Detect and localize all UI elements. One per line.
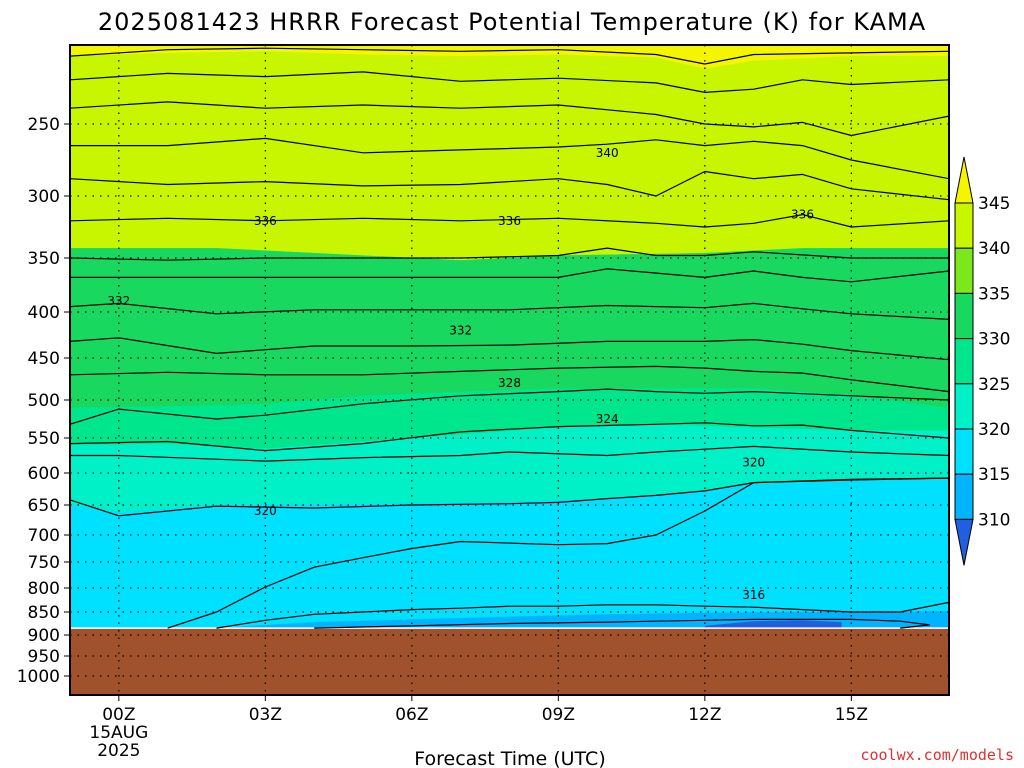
- y-tick-label: 800: [28, 579, 60, 599]
- contour-320K: [70, 422, 949, 452]
- colorbar-label: 310: [978, 510, 1010, 530]
- contour-label-text: 336: [498, 214, 521, 228]
- colorbar-label: 325: [978, 375, 1010, 395]
- colorbar-swatch: [954, 428, 974, 475]
- contour-layer: [70, 47, 949, 629]
- colorbar-top-arrow: [954, 156, 974, 204]
- y-tick-label: 300: [28, 187, 60, 207]
- contour-336K: [70, 170, 949, 201]
- contour-322K: [70, 388, 949, 425]
- x-tick-label: 15Z: [835, 705, 868, 725]
- contour-label-text: 324: [596, 412, 619, 426]
- colorbar-swatch: [954, 292, 974, 340]
- x-tick-label: 03Z: [249, 705, 282, 725]
- colorbar-label: 345: [978, 194, 1010, 214]
- contour-label-text: 336: [254, 214, 277, 228]
- colorbar-label: 320: [978, 420, 1010, 440]
- contour-344K: [70, 47, 949, 65]
- y-tick-label: 1000: [17, 667, 60, 687]
- contour-label: 336: [791, 208, 814, 222]
- x-date-label: 2025: [97, 741, 140, 761]
- plot-frame: [69, 44, 950, 696]
- colorbar-label: 340: [978, 239, 1010, 259]
- contour-label-text: 320: [254, 504, 277, 518]
- contour-338K: [70, 137, 949, 180]
- y-tick-label: 250: [28, 115, 60, 135]
- colorbar-label: 330: [978, 330, 1010, 350]
- colorbar-label: 335: [978, 284, 1010, 304]
- y-tick-label: 450: [28, 349, 60, 369]
- y-tick-label: 900: [28, 626, 60, 646]
- contour-label-layer: 340 336 336 336 332 332 328 324 320 320 316: [107, 146, 814, 602]
- contour-330K: [70, 268, 949, 283]
- y-tick-label: 750: [28, 553, 60, 573]
- contour-334K: [70, 214, 949, 228]
- contour-label: 332: [449, 323, 472, 337]
- x-tick-label: 00Z: [102, 705, 135, 725]
- contour-label-text: 328: [498, 376, 521, 390]
- x-tick-label: 12Z: [688, 705, 721, 725]
- y-tick-label: 350: [28, 249, 60, 269]
- contour-label-text: 332: [107, 294, 130, 308]
- y-tick-label: 400: [28, 303, 60, 323]
- y-tick-label: 950: [28, 647, 60, 667]
- contour-label: 332: [107, 294, 130, 308]
- contour-label: 324: [596, 412, 619, 426]
- colorbar-bottom-arrow: [954, 518, 974, 566]
- y-tick-label: 600: [28, 464, 60, 484]
- contour-340K: [70, 101, 949, 137]
- y-tick-label: 650: [28, 496, 60, 516]
- terrain-layer: [70, 627, 949, 695]
- chart-title: 2025081423 HRRR Forecast Potential Tempe…: [98, 8, 926, 36]
- contour-label: 316: [742, 588, 765, 602]
- x-axis-label: Forecast Time (UTC): [414, 748, 605, 768]
- contour-label: 336: [498, 214, 521, 228]
- contour-318K: [70, 445, 949, 462]
- contour-312K: [216, 601, 949, 629]
- contour-326K: [70, 337, 949, 361]
- contour-label: 320: [742, 456, 765, 470]
- colorbar-label: 315: [978, 465, 1010, 485]
- contour-label: 320: [254, 504, 277, 518]
- y-tick-label: 500: [28, 391, 60, 411]
- contour-314K: [167, 477, 949, 629]
- contour-332K: [70, 247, 949, 261]
- contour-label-text: 316: [742, 588, 765, 602]
- x-tick-label: 09Z: [542, 705, 575, 725]
- contour-label-text: 340: [596, 146, 619, 160]
- colorbar-swatch: [954, 247, 974, 294]
- y-tick-label: 700: [28, 526, 60, 546]
- y-tick-label: 550: [28, 429, 60, 449]
- x-date-label: 15AUG: [89, 723, 148, 743]
- colorbar-swatch: [954, 202, 974, 249]
- colorbar-swatch: [954, 338, 974, 385]
- contour-label-text: 336: [791, 208, 814, 222]
- y-tick-label: 850: [28, 603, 60, 623]
- colorbar-swatch: [954, 473, 974, 520]
- contour-label-text: 332: [449, 323, 472, 337]
- watermark: coolwx.com/models: [860, 746, 1014, 764]
- contour-310K: [314, 618, 931, 629]
- contour-label: 328: [498, 376, 521, 390]
- contour-328K: [70, 302, 949, 320]
- contour-324K: [70, 365, 949, 393]
- contour-342K: [70, 71, 949, 93]
- colorbar: 345 340 335 330 325 320 315 310: [954, 156, 1010, 566]
- contour-label-text: 320: [742, 456, 765, 470]
- contour-label: 340: [596, 146, 619, 160]
- contour-label: 336: [254, 214, 277, 228]
- y-axis: 250 300 350 400 450 500 550 600 650 700 750 800 850 9…: [17, 115, 70, 687]
- terrain-surface: [70, 628, 949, 695]
- x-tick-label: 06Z: [395, 705, 428, 725]
- colorbar-swatch: [954, 383, 974, 430]
